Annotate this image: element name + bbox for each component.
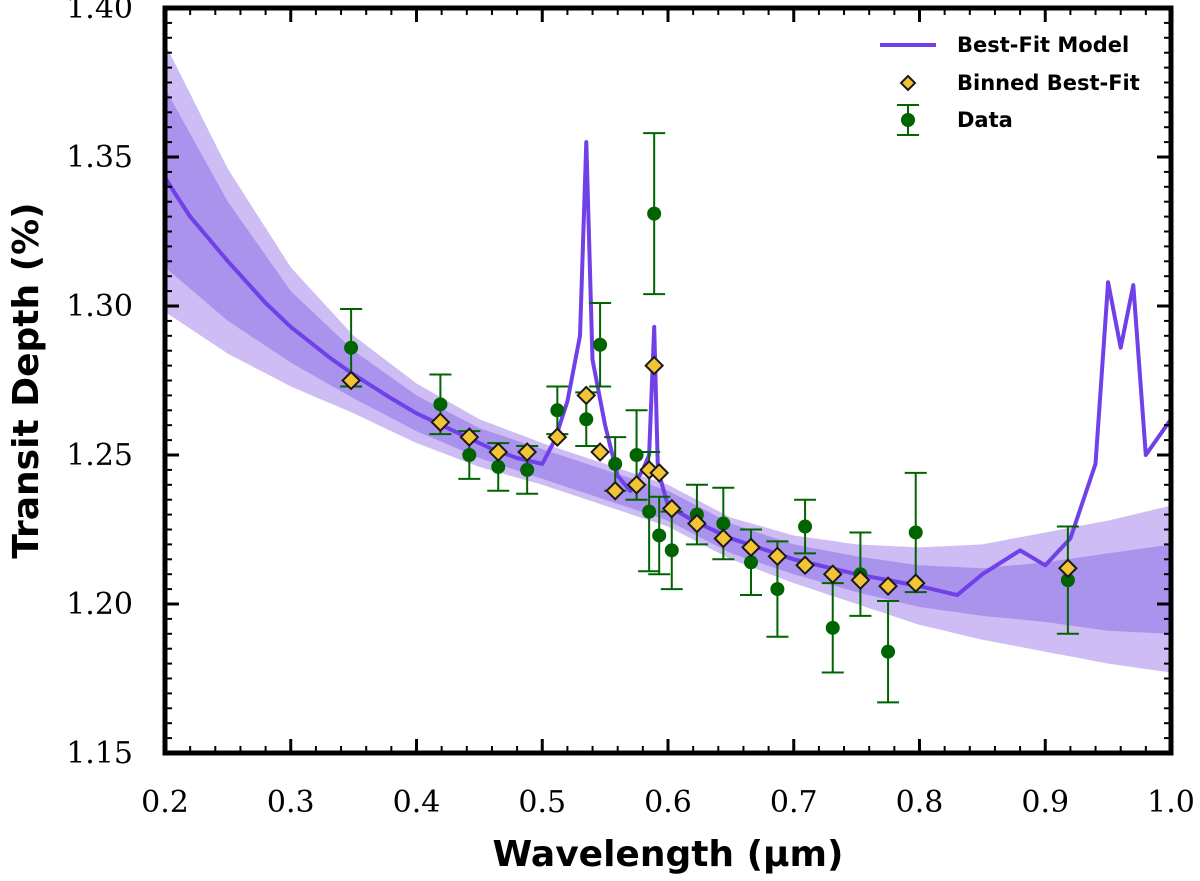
binned-marker bbox=[547, 427, 568, 448]
data-marker bbox=[629, 448, 644, 462]
data-marker bbox=[579, 412, 594, 427]
x-tick-label: 0.5 bbox=[518, 785, 566, 820]
uncertainty-bands bbox=[165, 43, 1171, 673]
data-points-group bbox=[340, 132, 1079, 704]
data-point bbox=[546, 385, 569, 436]
data-marker bbox=[520, 462, 535, 477]
x-tick-label: 1.0 bbox=[1147, 785, 1195, 820]
data-marker bbox=[593, 337, 608, 352]
x-tick-label: 0.6 bbox=[644, 785, 692, 820]
x-tick-label: 0.9 bbox=[1021, 785, 1069, 820]
data-marker bbox=[647, 206, 662, 221]
x-tick-label: 0.3 bbox=[267, 785, 315, 820]
y-tick-label: 1.25 bbox=[66, 438, 133, 473]
data-point bbox=[643, 132, 666, 296]
data-point bbox=[794, 498, 817, 555]
legend-label: Data bbox=[957, 108, 1013, 132]
data-marker bbox=[908, 525, 923, 540]
binned-marker bbox=[767, 546, 788, 567]
model-line-group bbox=[165, 140, 1171, 598]
data-marker bbox=[664, 543, 679, 558]
data-marker bbox=[491, 459, 506, 474]
y-tick-label: 1.35 bbox=[66, 140, 133, 175]
axes: Wavelength (μm) Transit Depth (%) bbox=[6, 5, 1174, 875]
binned-marker bbox=[459, 427, 480, 448]
binned-marker bbox=[626, 474, 647, 495]
data-marker bbox=[881, 644, 896, 659]
y-tick-label: 1.15 bbox=[66, 736, 133, 771]
best-fit-model-line bbox=[165, 140, 1171, 598]
binned-marker bbox=[905, 573, 926, 594]
x-tick-label: 0.7 bbox=[770, 785, 818, 820]
data-marker bbox=[642, 504, 657, 519]
y-axis-title: Transit Depth (%) bbox=[6, 202, 47, 558]
x-tick-label: 0.2 bbox=[141, 785, 189, 820]
y-tick-label: 1.40 bbox=[66, 0, 133, 26]
data-point bbox=[660, 510, 683, 591]
data-marker bbox=[433, 397, 448, 412]
legend: Best-Fit Model Binned Best-Fit Data bbox=[880, 33, 1140, 136]
data-point bbox=[904, 471, 927, 594]
data-marker bbox=[770, 582, 785, 597]
data-marker bbox=[608, 456, 623, 471]
data-point bbox=[648, 495, 671, 576]
data-point bbox=[589, 302, 612, 388]
data-marker bbox=[825, 620, 840, 635]
data-marker bbox=[743, 555, 758, 570]
binned-marker bbox=[713, 528, 734, 549]
y-tick-label: 1.20 bbox=[66, 587, 133, 622]
data-marker bbox=[462, 448, 477, 462]
legend-data-swatch bbox=[901, 113, 915, 127]
binned-marker bbox=[649, 462, 670, 483]
x-axis-title: Wavelength (μm) bbox=[492, 834, 843, 875]
legend-binned-swatch bbox=[899, 74, 917, 92]
data-point bbox=[1056, 525, 1079, 635]
binned-marker bbox=[850, 570, 871, 591]
binned-marker bbox=[590, 442, 611, 462]
binned-marker bbox=[822, 564, 843, 585]
binned-marker bbox=[341, 370, 362, 391]
binned-marker bbox=[878, 576, 898, 597]
binned-marker bbox=[488, 442, 509, 462]
binned-marker bbox=[661, 498, 682, 519]
y-tick-label: 1.30 bbox=[66, 289, 133, 324]
binned-marker bbox=[1057, 558, 1078, 579]
x-tick-label: 0.8 bbox=[896, 785, 944, 820]
data-point bbox=[877, 600, 900, 704]
data-marker bbox=[1060, 573, 1075, 588]
binned-markers-group bbox=[341, 355, 1078, 597]
data-marker bbox=[652, 528, 667, 543]
binned-marker bbox=[605, 480, 626, 501]
data-marker bbox=[550, 403, 565, 418]
data-point bbox=[821, 582, 844, 674]
legend-label: Best-Fit Model bbox=[957, 33, 1129, 57]
x-tick-label: 0.4 bbox=[393, 785, 441, 820]
binned-marker bbox=[795, 555, 815, 576]
data-marker bbox=[798, 519, 813, 534]
binned-marker bbox=[687, 513, 707, 534]
binned-marker bbox=[430, 412, 451, 433]
binned-marker bbox=[517, 442, 538, 462]
binned-marker bbox=[644, 355, 665, 376]
data-marker bbox=[344, 340, 359, 355]
data-marker bbox=[716, 516, 731, 531]
tick-marks: 0.2 0.3 0.4 0.5 0.6 0.7 0.8 0.9 1.0 1.15 1.20 1.25 1… bbox=[66, 0, 1195, 820]
binned-marker bbox=[741, 537, 761, 558]
binned-marker bbox=[576, 385, 597, 406]
legend-label: Binned Best-Fit bbox=[957, 71, 1140, 95]
